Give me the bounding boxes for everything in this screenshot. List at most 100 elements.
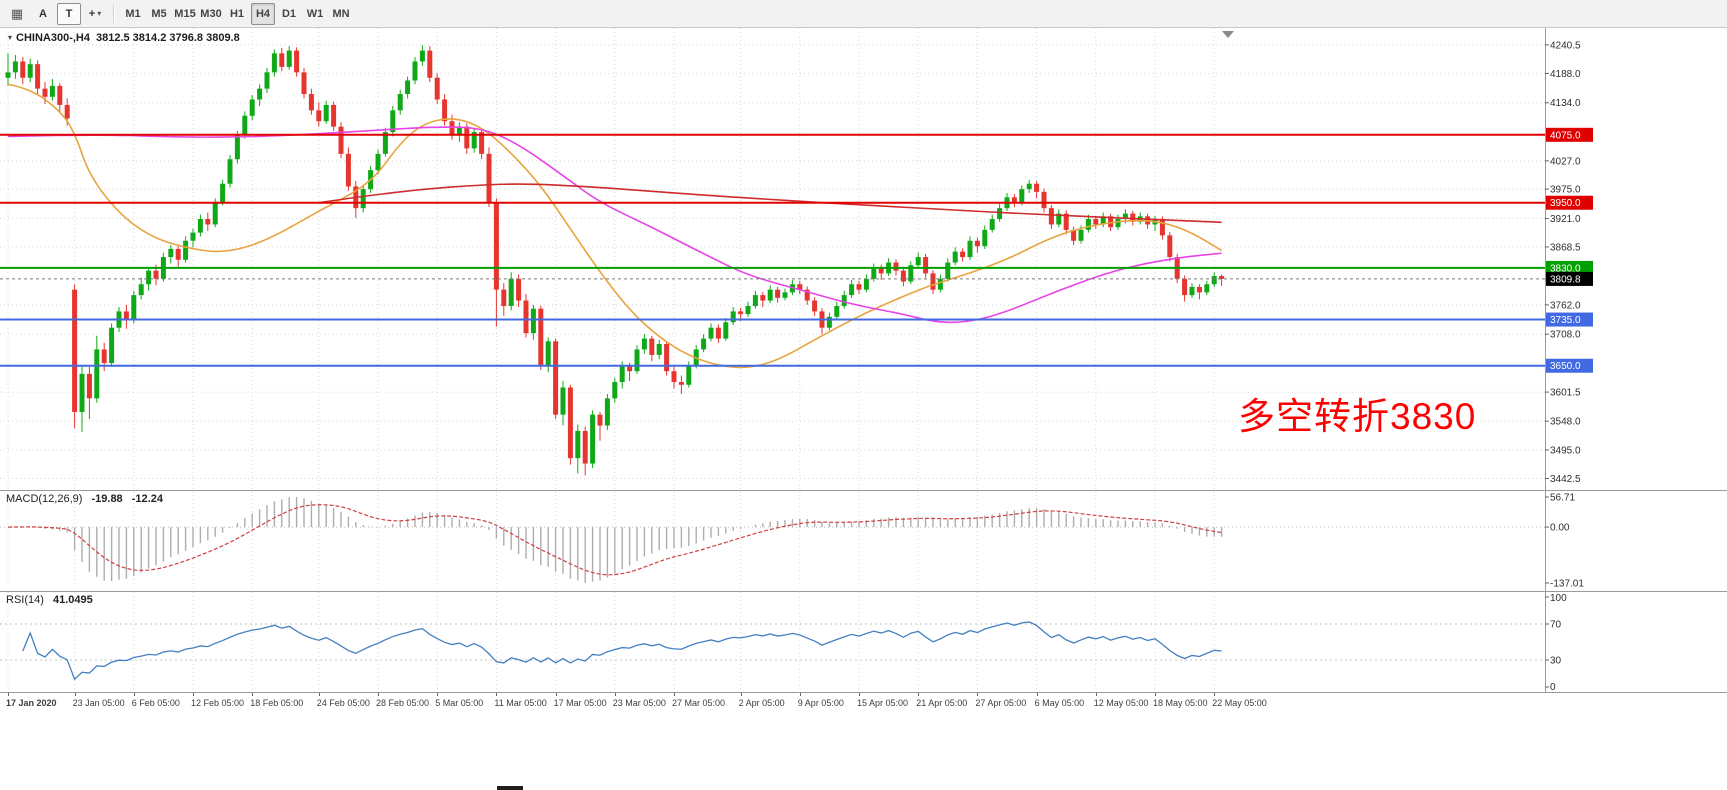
svg-text:3735.0: 3735.0 (1550, 315, 1581, 326)
time-label: 15 Apr 05:00 (857, 698, 909, 708)
time-label: 6 May 05:00 (1034, 698, 1085, 708)
rsi-scale-label: 30 (1550, 656, 1562, 667)
macd-main-value: -19.88 (91, 493, 123, 505)
rsi-label: RSI(14) (6, 594, 44, 606)
time-label: 23 Mar 05:00 (612, 698, 666, 708)
annotation-tool-button[interactable]: A (39, 7, 47, 20)
svg-text:3950.0: 3950.0 (1550, 198, 1581, 209)
time-label: 27 Apr 05:00 (975, 698, 1027, 708)
timeframe-button-d1[interactable]: D1 (281, 7, 297, 20)
macd-axis: 56.71 0.00 -137.01 (1545, 493, 1584, 590)
time-tick (133, 693, 135, 696)
time-label: 18 May 05:00 (1153, 698, 1208, 708)
timeframe-button-m1[interactable]: M1 (125, 7, 141, 20)
macd-plot[interactable]: 56.71 0.00 -137.01 (0, 491, 1727, 591)
price-tick-label: 4027.0 (1550, 156, 1581, 167)
grid (0, 28, 1545, 490)
time-label: 22 May 05:00 (1212, 698, 1267, 708)
timeframe-button-m5[interactable]: M5 (151, 7, 167, 20)
macd-panel: 56.71 0.00 -137.01 (0, 490, 1727, 591)
svg-text:4075.0: 4075.0 (1550, 130, 1581, 141)
crosshair-tool-button[interactable]: + ▾ (88, 7, 102, 20)
current-price-label (1546, 271, 1593, 286)
time-label: 12 May 05:00 (1093, 698, 1149, 708)
price-tick-label: 3975.0 (1550, 185, 1581, 196)
one-click-trading-toggle-icon[interactable]: ▾ (8, 33, 13, 42)
time-tick (496, 693, 498, 696)
timeframe-button-mn[interactable]: MN (332, 7, 350, 20)
price-line-label (1546, 358, 1593, 373)
toolbar: ▦ A T + ▾ M1 M5 M15 M30 H1 H4 D1 W1 MN (0, 0, 1727, 28)
timeframe-button-m30[interactable]: M30 (200, 7, 222, 20)
rsi-panel: 100 70 30 0 (0, 591, 1727, 692)
time-tick (1155, 693, 1156, 696)
rsi-value: 41.0495 (52, 594, 93, 606)
text-tool-button[interactable]: T (57, 2, 81, 25)
timeframe-button-h1[interactable]: H1 (229, 7, 245, 20)
time-label: 18 Feb 05:00 (250, 698, 304, 708)
time-tick (8, 693, 9, 696)
rsi-plot[interactable]: 100 70 30 0 (0, 592, 1727, 692)
time-tick (318, 693, 320, 696)
chart-header: ▾ CHINA300-,H4 3812.5 3814.2 3796.8 3809.8 (8, 32, 240, 44)
macd-header: MACD(12,26,9) -19.88 -12.24 (6, 493, 163, 505)
time-label: 28 Feb 05:00 (376, 698, 430, 708)
price-tick-label: 4240.5 (1550, 40, 1581, 51)
price-line-label (1546, 127, 1593, 142)
rsi-line (22, 621, 1222, 681)
time-label: 27 Mar 05:00 (672, 698, 726, 708)
chart-grid-icon[interactable]: ▦ (10, 5, 24, 21)
price-tick-label: 3762.0 (1550, 300, 1581, 311)
time-axis[interactable]: 17 Jan 2020 23 Jan 05:00 6 Feb 05:00 12 Feb… (0, 692, 1727, 717)
time-tick (674, 693, 675, 696)
rsi-header: RSI(14) 41.0495 (6, 594, 93, 606)
svg-text:3809.8: 3809.8 (1550, 274, 1581, 285)
timeframe-button-m15[interactable]: M15 (174, 7, 196, 20)
timeframe-button-w1[interactable]: W1 (306, 7, 324, 20)
time-tick (859, 693, 860, 696)
price-tick-label: 4188.0 (1550, 69, 1581, 80)
price-tick-label: 3921.0 (1550, 214, 1581, 225)
time-tick (1214, 693, 1216, 696)
macd-signal-value: -12.24 (131, 493, 163, 505)
price-scale-gutter (1546, 28, 1727, 490)
price-tick-label: 3708.0 (1550, 330, 1581, 341)
time-label: 24 Feb 05:00 (316, 698, 370, 708)
price-tick-label: 4134.0 (1550, 98, 1581, 109)
time-tick (799, 693, 801, 696)
macd-signal-line (7, 504, 1222, 576)
ma-fast-line (7, 83, 1223, 369)
time-tick (614, 693, 616, 696)
time-label: 2 Apr 05:00 (738, 698, 785, 708)
time-label: 9 Apr 05:00 (797, 698, 844, 708)
price-line-label (1546, 312, 1593, 327)
grid (7, 491, 1215, 591)
time-label: 17 Mar 05:00 (553, 698, 607, 708)
time-tick (193, 693, 194, 696)
bottom-edge-artifact (497, 786, 523, 790)
price-tick-label: 3495.0 (1550, 445, 1581, 456)
chart-annotation-text: 多空转折3830 (1238, 396, 1477, 437)
time-label: 21 Apr 05:00 (916, 698, 968, 708)
toolbar-separator (113, 4, 115, 23)
time-label: 5 Mar 05:00 (435, 698, 484, 708)
price-line-label (1546, 195, 1593, 210)
timeframe-button-h4[interactable]: H4 (251, 2, 275, 25)
price-tick-label: 3548.0 (1550, 417, 1581, 428)
macd-label: MACD(12,26,9) (6, 493, 83, 505)
time-label: 12 Feb 05:00 (191, 698, 245, 708)
time-tick (1036, 693, 1038, 696)
price-tick-label: 3868.5 (1550, 243, 1581, 254)
main-chart-panel: 4240.5 4188.0 4134.0 4027.0 3975.0 3921.0 3868… (0, 28, 1727, 490)
time-label: 17 Jan 2020 (6, 698, 57, 708)
time-tick (252, 693, 254, 696)
svg-text:3830.0: 3830.0 (1550, 263, 1581, 274)
time-tick (555, 693, 557, 696)
time-tick (437, 693, 439, 696)
chart-shift-marker-icon[interactable] (1222, 31, 1234, 38)
time-tick (740, 693, 742, 696)
candlestick-chart[interactable]: 4240.5 4188.0 4134.0 4027.0 3975.0 3921.0 3868… (0, 28, 1727, 490)
grid (7, 592, 1215, 692)
price-tick-label: 3442.5 (1550, 474, 1581, 485)
